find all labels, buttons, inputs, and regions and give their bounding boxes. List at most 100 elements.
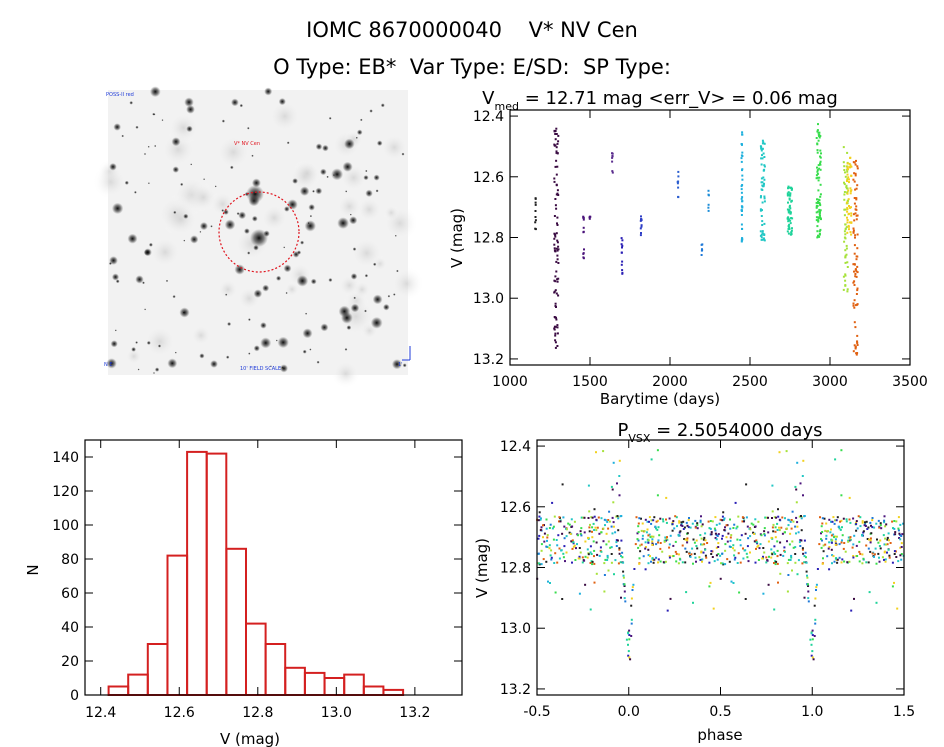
finder-haze — [147, 234, 183, 270]
lightcurve-point — [556, 278, 559, 281]
phased-point — [837, 525, 840, 528]
finder-haze — [292, 158, 322, 189]
phased-point — [644, 518, 647, 521]
phased-point — [676, 525, 678, 528]
phased-point — [607, 519, 610, 521]
phased-point — [612, 461, 615, 464]
lightcurve-point — [848, 178, 850, 181]
phased-point — [898, 532, 901, 535]
phased-point — [717, 533, 720, 536]
lightcurve-point — [557, 134, 560, 137]
phased-point — [871, 519, 874, 522]
phased-point — [618, 547, 621, 550]
phased-point — [570, 518, 573, 521]
finder-star — [387, 294, 391, 298]
lightcurve-point — [845, 187, 848, 190]
lightcurve-point — [855, 293, 858, 295]
lightcurve-point — [817, 217, 820, 220]
finder-star — [210, 225, 213, 228]
phased-point — [538, 511, 541, 514]
finder-star — [302, 328, 313, 339]
lightcurve-point — [854, 268, 857, 271]
phased-point — [795, 501, 798, 504]
phased-point — [838, 527, 841, 530]
lightcurve-point — [853, 219, 856, 222]
phased-point — [732, 582, 735, 584]
lightcurve-point — [855, 258, 858, 261]
phased-point — [754, 525, 757, 528]
phased-point — [861, 520, 864, 523]
phased-point — [709, 581, 712, 584]
lightcurve-point — [853, 280, 856, 283]
phased-point — [756, 542, 759, 545]
lightcurve-point — [582, 256, 585, 259]
phased-point — [858, 540, 861, 543]
lightcurve-point — [621, 239, 624, 242]
finder-star — [113, 123, 121, 131]
phased-point — [791, 510, 794, 513]
lightcurve-title: Vmed = 12.71 mag <err_V> = 0.06 mag — [482, 88, 838, 113]
phased-point — [636, 532, 639, 535]
lightcurve-point — [554, 198, 557, 200]
lightcurve-point — [856, 334, 859, 337]
phased-point — [733, 554, 736, 557]
lightcurve-point — [817, 164, 820, 167]
phased-point — [726, 558, 729, 561]
phased-point — [595, 572, 598, 575]
lightcurve-point — [759, 209, 762, 212]
phased-point — [620, 555, 622, 557]
phased-point — [664, 536, 667, 539]
phased-point — [806, 574, 808, 577]
phased-point — [801, 475, 804, 477]
phased-point — [878, 545, 881, 547]
histogram-ytick-label: 140 — [52, 450, 79, 466]
phased-point — [891, 520, 894, 523]
phased-point — [720, 562, 722, 565]
phased-point — [777, 515, 780, 518]
phased-point — [891, 585, 894, 588]
phased-point — [774, 536, 777, 539]
phased-point — [736, 538, 739, 541]
phased-point — [627, 643, 629, 646]
lightcurve-xtick-label: 2500 — [732, 374, 768, 390]
phased-point — [786, 562, 789, 565]
lightcurve-point — [763, 142, 766, 145]
lightcurve-point — [818, 167, 821, 170]
phased-point — [650, 535, 653, 538]
phased-point — [577, 534, 579, 537]
histogram-ytick-label: 120 — [52, 484, 79, 500]
phased-point — [771, 553, 774, 556]
phased-point — [650, 560, 652, 563]
finder-star — [349, 213, 352, 216]
lightcurve-point — [554, 334, 557, 337]
finder-star — [183, 239, 186, 242]
phased-point — [606, 554, 609, 557]
phased-point — [878, 556, 880, 559]
phased-point — [773, 608, 776, 611]
lightcurve-point — [741, 133, 744, 136]
phased-point — [802, 494, 804, 497]
lightcurve-point — [815, 174, 818, 177]
phased-point — [586, 556, 589, 559]
histogram-ylabel: N — [24, 564, 42, 575]
phased-point — [865, 520, 868, 523]
lightcurve-point — [856, 344, 859, 346]
finder-haze — [189, 324, 213, 347]
lightcurve-point — [817, 123, 819, 126]
finder-star — [114, 329, 117, 332]
phased-point — [841, 558, 844, 561]
lightcurve-point — [557, 194, 560, 196]
phased-point — [825, 537, 828, 540]
finder-haze — [337, 273, 362, 298]
phased-point — [897, 527, 900, 530]
phased-point — [856, 555, 859, 557]
lightcurve-point — [846, 162, 849, 165]
lightcurve-point — [555, 127, 558, 130]
phased-point — [610, 525, 613, 528]
lightcurve-point — [555, 247, 558, 250]
phased-point — [779, 553, 782, 556]
phased-point — [701, 523, 704, 526]
lightcurve-point — [790, 200, 793, 203]
phased-point — [778, 518, 781, 521]
finder-star — [149, 86, 161, 98]
